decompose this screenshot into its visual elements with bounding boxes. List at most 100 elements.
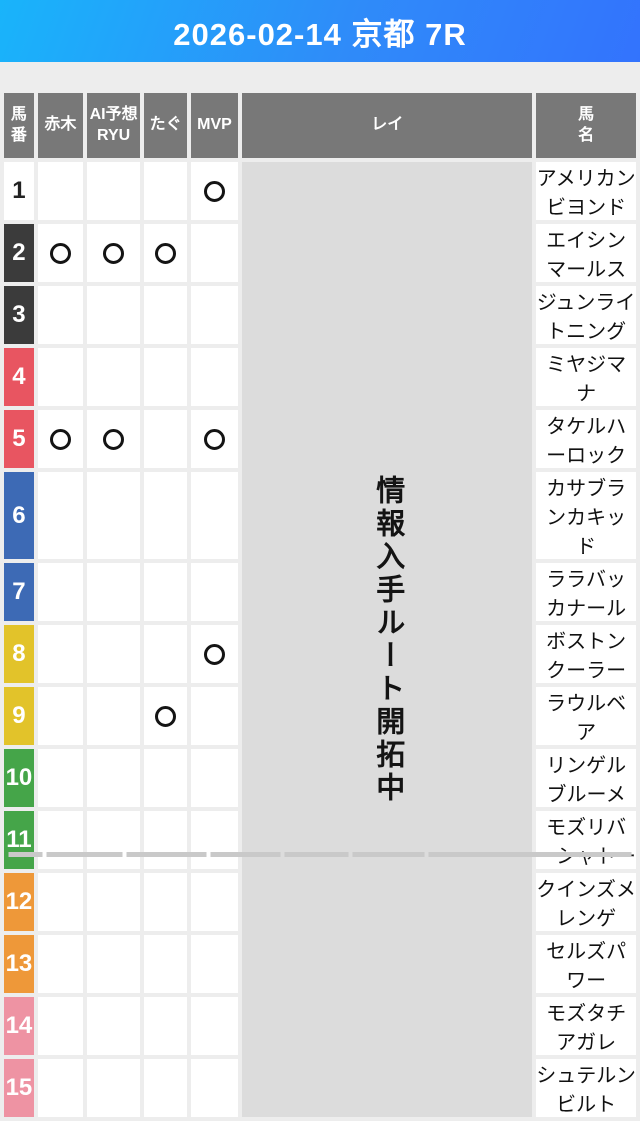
- horse-number-cell: 15: [4, 1059, 34, 1117]
- prediction-mark-cell-akagi: [37, 997, 83, 1055]
- prediction-mark-cell-mvp: [190, 811, 239, 869]
- prediction-mark-cell-ai_yosou: [86, 997, 141, 1055]
- horse-name-cell: モズリバーシャトー: [536, 811, 636, 869]
- horse-number-cell: 10: [4, 749, 34, 807]
- prediction-mark-cell-mvp: [190, 162, 239, 220]
- prediction-circle-icon: [203, 180, 225, 202]
- horse-number-cell: 12: [4, 873, 34, 931]
- race-title: 2026-02-14 京都 7R: [173, 16, 467, 52]
- horse-row: 6 カサブランカキッド: [4, 472, 636, 559]
- horse-name-cell: カサブランカキッド: [536, 472, 636, 559]
- prediction-mark-cell-akagi: [37, 410, 83, 468]
- horse-name-cell: ララバッカナール: [536, 563, 636, 621]
- prediction-mark-cell-mvp: [190, 997, 239, 1055]
- prediction-mark-cell-akagi: [37, 873, 83, 931]
- prediction-mark-cell-tagu: [144, 935, 187, 993]
- horse-row: 4 ミヤジマナ: [4, 348, 636, 406]
- prediction-mark-cell-tagu: [144, 162, 187, 220]
- prediction-mark-cell-tagu: [144, 410, 187, 468]
- prediction-circle-icon: [203, 428, 225, 450]
- prediction-mark-cell-ai_yosou: [86, 1059, 141, 1117]
- race-title-bar: 2026-02-14 京都 7R: [0, 0, 640, 62]
- prediction-mark-cell-mvp: [190, 687, 239, 745]
- prediction-mark-cell-mvp: [190, 348, 239, 406]
- prediction-mark-cell-akagi: [37, 625, 83, 683]
- prediction-mark-cell-tagu: [144, 811, 187, 869]
- horse-number-cell: 11: [4, 811, 34, 869]
- horse-name-cell: シュテルンビルト: [536, 1059, 636, 1117]
- prediction-mark-cell-mvp: [190, 873, 239, 931]
- horse-row: 2 エイシンマールス: [4, 224, 636, 282]
- prediction-mark-cell-ai_yosou: [86, 625, 141, 683]
- horse-row: 8 ボストンクーラー: [4, 625, 636, 683]
- prediction-mark-cell-mvp: [190, 935, 239, 993]
- prediction-circle-icon: [49, 428, 71, 450]
- prediction-mark-cell-akagi: [37, 286, 83, 344]
- prediction-circle-icon: [203, 643, 225, 665]
- column-header-horse-number: 馬 番: [4, 93, 34, 158]
- column-header-rei: レイ: [242, 93, 533, 158]
- rei-overlay-text: 情報入手ルート開拓中: [371, 474, 404, 805]
- column-header-horse-name: 馬 名: [536, 93, 636, 158]
- prediction-mark-cell-ai_yosou: [86, 873, 141, 931]
- prediction-mark-cell-akagi: [37, 1059, 83, 1117]
- horse-name-cell: タケルハーロック: [536, 410, 636, 468]
- prediction-mark-cell-ai_yosou: [86, 162, 141, 220]
- horse-number-cell: 5: [4, 410, 34, 468]
- prediction-circle-icon: [103, 428, 125, 450]
- prediction-mark-cell-akagi: [37, 472, 83, 559]
- next-header-cell: [210, 852, 281, 857]
- horse-row: 10 リンゲルブルーメ: [4, 749, 636, 807]
- prediction-mark-cell-tagu: [144, 687, 187, 745]
- prediction-table: 馬 番 赤木 AI予想 RYU たぐ MVP レイ 馬 名 1 情報入手ルート開拓…: [0, 89, 640, 1121]
- prediction-mark-cell-tagu: [144, 472, 187, 559]
- horse-number-cell: 13: [4, 935, 34, 993]
- horse-name-cell: ラウルベア: [536, 687, 636, 745]
- horse-row: 9 ラウルベア: [4, 687, 636, 745]
- prediction-mark-cell-tagu: [144, 286, 187, 344]
- prediction-mark-cell-mvp: [190, 1059, 239, 1117]
- horse-name-cell: ボストンクーラー: [536, 625, 636, 683]
- prediction-mark-cell-akagi: [37, 348, 83, 406]
- prediction-mark-cell-tagu: [144, 1059, 187, 1117]
- prediction-mark-cell-mvp: [190, 410, 239, 468]
- prediction-mark-cell-tagu: [144, 873, 187, 931]
- prediction-mark-cell-tagu: [144, 997, 187, 1055]
- column-header-ai-yosou-ryu: AI予想 RYU: [86, 93, 141, 158]
- prediction-circle-icon: [155, 242, 177, 264]
- horse-row: 7 ララバッカナール: [4, 563, 636, 621]
- next-header-cell: [352, 852, 425, 857]
- prediction-mark-cell-mvp: [190, 286, 239, 344]
- prediction-mark-cell-mvp: [190, 563, 239, 621]
- column-header-tagu: たぐ: [144, 93, 187, 158]
- prediction-mark-cell-ai_yosou: [86, 410, 141, 468]
- next-header-cell: [126, 852, 207, 857]
- prediction-mark-cell-akagi: [37, 811, 83, 869]
- prediction-mark-cell-mvp: [190, 625, 239, 683]
- prediction-mark-cell-tagu: [144, 348, 187, 406]
- next-header-cell: [8, 852, 43, 857]
- horse-number-cell: 7: [4, 563, 34, 621]
- next-header-cell: [284, 852, 349, 857]
- horse-number-cell: 8: [4, 625, 34, 683]
- prediction-mark-cell-tagu: [144, 563, 187, 621]
- horse-number-cell: 14: [4, 997, 34, 1055]
- prediction-mark-cell-ai_yosou: [86, 286, 141, 344]
- horse-name-cell: エイシンマールス: [536, 224, 636, 282]
- horse-number-cell: 4: [4, 348, 34, 406]
- prediction-mark-cell-akagi: [37, 563, 83, 621]
- prediction-mark-cell-ai_yosou: [86, 749, 141, 807]
- prediction-mark-cell-tagu: [144, 625, 187, 683]
- horse-name-cell: ミヤジマナ: [536, 348, 636, 406]
- prediction-mark-cell-mvp: [190, 749, 239, 807]
- column-header-akagi: 赤木: [37, 93, 83, 158]
- prediction-circle-icon: [155, 705, 177, 727]
- horse-number-cell: 2: [4, 224, 34, 282]
- prediction-mark-cell-ai_yosou: [86, 811, 141, 869]
- prediction-mark-cell-ai_yosou: [86, 563, 141, 621]
- table-body: 1 情報入手ルート開拓中 アメリカンビヨンド 2 エイシンマールス 3 ジュンライトニング 4…: [4, 162, 636, 1117]
- prediction-mark-cell-akagi: [37, 687, 83, 745]
- horse-name-cell: クインズメレンゲ: [536, 873, 636, 931]
- horse-row: 5 タケルハーロック: [4, 410, 636, 468]
- horse-name-cell: アメリカンビヨンド: [536, 162, 636, 220]
